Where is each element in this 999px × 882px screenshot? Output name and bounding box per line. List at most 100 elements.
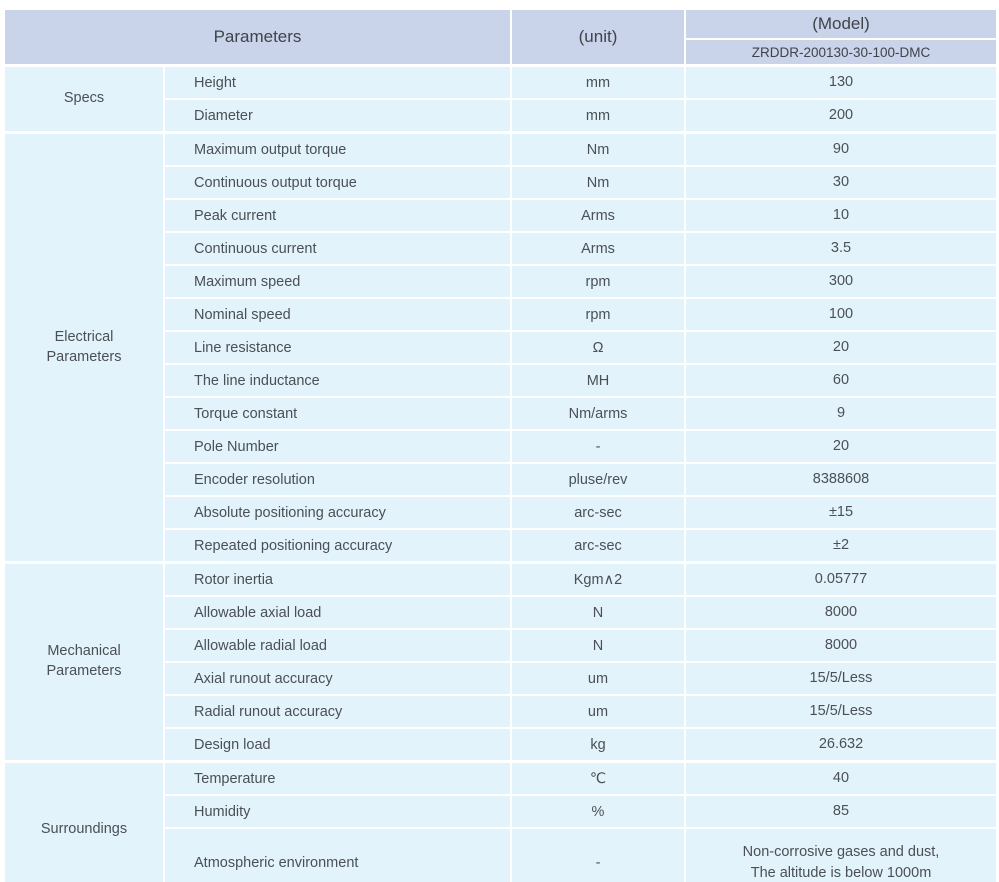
table-row: Peak current Arms 10 — [4, 198, 998, 233]
unit-cell: Arms — [510, 198, 686, 233]
unit-cell: N — [510, 595, 686, 630]
value-cell: 8000 — [684, 595, 998, 630]
value-cell: 40 — [684, 760, 998, 796]
param-cell: Height — [163, 64, 512, 100]
param-cell: Absolute positioning accuracy — [163, 495, 512, 530]
table-row: Maximum speed rpm 300 — [4, 264, 998, 299]
unit-cell: um — [510, 661, 686, 696]
param-cell: Continuous output torque — [163, 165, 512, 200]
unit-cell: N — [510, 628, 686, 663]
value-cell: 8388608 — [684, 462, 998, 497]
unit-cell: pluse/rev — [510, 462, 686, 497]
table-row: Repeated positioning accuracy arc-sec ±2 — [4, 528, 998, 564]
param-cell: Torque constant — [163, 396, 512, 431]
spec-table-header: Parameters (unit) (Model) ZRDDR-200130-3… — [3, 8, 998, 67]
table-row: Radial runout accuracy um 15/5/Less — [4, 694, 998, 729]
param-cell: Line resistance — [163, 330, 512, 365]
param-cell: Peak current — [163, 198, 512, 233]
value-cell: ±15 — [684, 495, 998, 530]
value-cell: 8000 — [684, 628, 998, 663]
param-cell: Diameter — [163, 98, 512, 134]
value-cell: Non-corrosive gases and dust, The altitu… — [684, 827, 998, 882]
unit-cell: mm — [510, 98, 686, 134]
param-cell: Rotor inertia — [163, 561, 512, 597]
model-header: (Model) — [684, 8, 998, 40]
param-cell: Temperature — [163, 760, 512, 796]
table-row: Continuous output torque Nm 30 — [4, 165, 998, 200]
param-cell: Maximum speed — [163, 264, 512, 299]
unit-cell: mm — [510, 64, 686, 100]
param-cell: Design load — [163, 727, 512, 763]
param-cell: Humidity — [163, 794, 512, 829]
unit-cell: rpm — [510, 264, 686, 299]
value-cell: 60 — [684, 363, 998, 398]
value-cell: 10 — [684, 198, 998, 233]
unit-cell: Nm — [510, 131, 686, 167]
table-row: Diameter mm 200 — [4, 98, 998, 134]
unit-cell: - — [510, 827, 686, 882]
unit-cell: Nm/arms — [510, 396, 686, 431]
table-row: Line resistance Ω 20 — [4, 330, 998, 365]
spec-table-body: Specs Height mm 130 Diameter mm 200 Electrical … — [3, 64, 998, 882]
table-row: Atmospheric environment - Non-corrosive ga… — [4, 827, 998, 882]
param-cell: Atmospheric environment — [163, 827, 512, 882]
unit-cell: % — [510, 794, 686, 829]
unit-cell: kg — [510, 727, 686, 763]
value-cell: 130 — [684, 64, 998, 100]
value-cell: 0.05777 — [684, 561, 998, 597]
unit-cell: ℃ — [510, 760, 686, 796]
value-cell: 3.5 — [684, 231, 998, 266]
table-row: Nominal speed rpm 100 — [4, 297, 998, 332]
value-cell: 9 — [684, 396, 998, 431]
unit-cell: Kgm∧2 — [510, 561, 686, 597]
param-cell: Axial runout accuracy — [163, 661, 512, 696]
value-cell: 100 — [684, 297, 998, 332]
model-number: ZRDDR-200130-30-100-DMC — [684, 38, 998, 67]
group-cell-mechanical-parameters: Mechanical Parameters — [3, 561, 165, 763]
table-row: Continuous current Arms 3.5 — [4, 231, 998, 266]
table-row: Allowable axial load N 8000 — [4, 595, 998, 630]
unit-cell: - — [510, 429, 686, 464]
value-cell: 20 — [684, 429, 998, 464]
table-row: Pole Number -20 — [4, 429, 998, 464]
param-cell: Allowable axial load — [163, 595, 512, 630]
value-cell: 20 — [684, 330, 998, 365]
unit-cell: rpm — [510, 297, 686, 332]
param-cell: Continuous current — [163, 231, 512, 266]
table-row: Electrical Parameters Maximum output torq… — [3, 131, 998, 564]
unit-cell: um — [510, 694, 686, 729]
table-row: Absolute positioning accuracy arc-sec ±15 — [4, 495, 998, 530]
table-row: The line inductance MH 60 — [4, 363, 998, 398]
value-cell: 15/5/Less — [684, 694, 998, 729]
param-cell: Pole Number — [163, 429, 512, 464]
unit-cell: Arms — [510, 231, 686, 266]
unit-cell: Nm — [510, 165, 686, 200]
table-row: Mechanical Parameters Rotor inertia Kgm∧2 0… — [3, 561, 998, 763]
unit-cell: Ω — [510, 330, 686, 365]
table-row: Axial runout accuracy um 15/5/Less — [4, 661, 998, 696]
param-cell: Maximum output torque — [163, 131, 512, 167]
table-row: Surroundings Temperature ℃ 40 — [3, 760, 998, 882]
group-cell-surroundings: Surroundings — [3, 760, 165, 882]
param-cell: Allowable radial load — [163, 628, 512, 663]
parameters-header: Parameters — [3, 8, 512, 67]
param-cell: Nominal speed — [163, 297, 512, 332]
unit-cell: arc-sec — [510, 495, 686, 530]
unit-header: (unit) — [510, 8, 686, 67]
unit-cell: MH — [510, 363, 686, 398]
value-cell: 90 — [684, 131, 998, 167]
table-row: Allowable radial load N 8000 — [4, 628, 998, 663]
value-cell: 200 — [684, 98, 998, 134]
param-cell: Repeated positioning accuracy — [163, 528, 512, 564]
table-row: Humidity% 85 — [4, 794, 998, 829]
spec-table: Parameters (unit) (Model) ZRDDR-200130-3… — [3, 8, 998, 882]
value-cell: 15/5/Less — [684, 661, 998, 696]
value-cell: 26.632 — [684, 727, 998, 763]
group-cell-specs: Specs — [3, 64, 165, 134]
value-cell: 300 — [684, 264, 998, 299]
table-row: Design load kg 26.632 — [4, 727, 998, 763]
group-cell-electrical-parameters: Electrical Parameters — [3, 131, 165, 564]
param-cell: Radial runout accuracy — [163, 694, 512, 729]
value-cell: 85 — [684, 794, 998, 829]
